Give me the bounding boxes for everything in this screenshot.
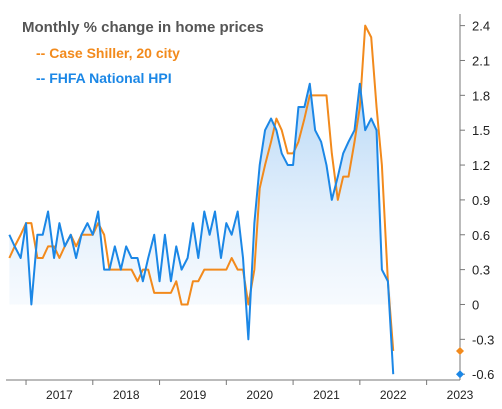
legend-fhfa: -- FHFA National HPI: [36, 70, 172, 86]
x-tick-label: 2019: [180, 388, 207, 402]
x-tick-label: 2023: [447, 388, 474, 402]
x-tick-label: 2020: [246, 388, 273, 402]
y-tick-label: 2.1: [472, 53, 490, 68]
y-tick-label: 1.5: [472, 123, 490, 138]
area-fill-fhfa: [9, 83, 394, 305]
y-tick-label: 0: [472, 297, 479, 312]
x-tick-label: 2017: [46, 388, 73, 402]
y-tick-label: 0.9: [472, 193, 490, 208]
legend-case-shiller: -- Case Shiller, 20 city: [36, 45, 180, 61]
series-line-case-shiller: [8, 24, 395, 352]
y-tick-label: -0.6: [472, 367, 494, 382]
end-marker-fhfa: [456, 370, 464, 379]
chart-title: Monthly % change in home prices: [22, 19, 264, 36]
y-tick-label: 0.6: [472, 228, 490, 243]
y-tick-label: 1.2: [472, 158, 490, 173]
x-tick-label: 2022: [380, 388, 407, 402]
end-marker-case-shiller: [456, 346, 464, 355]
series-line-fhfa: [8, 82, 395, 375]
x-tick-label: 2021: [313, 388, 340, 402]
x-tick-label: 2018: [113, 388, 140, 402]
y-tick-label: 1.8: [472, 88, 490, 103]
y-tick-label: 0.3: [472, 263, 490, 278]
y-tick-label: 2.4: [472, 19, 490, 34]
y-tick-label: -0.3: [472, 332, 494, 347]
